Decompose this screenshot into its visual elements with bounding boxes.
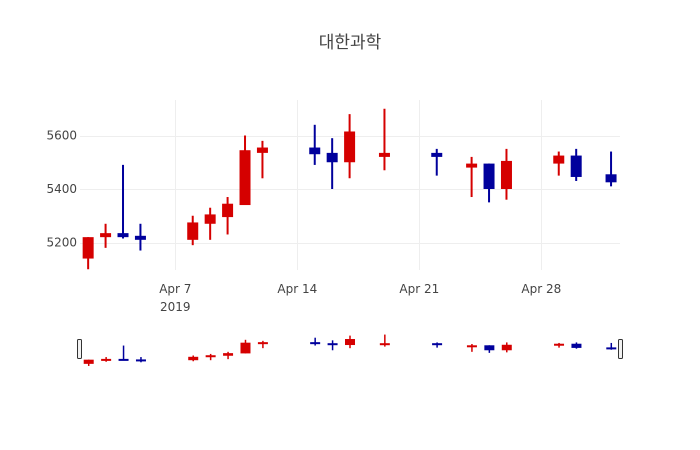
candle-decreasing[interactable] [431, 148, 443, 176]
candle-increasing[interactable] [466, 156, 478, 198]
candle-increasing[interactable] [500, 148, 512, 200]
range-slider-candle [466, 343, 477, 352]
y-tick-label: 5400 [46, 182, 77, 196]
range-slider-candle [310, 337, 321, 346]
range-slider-candle [571, 342, 582, 349]
range-slider-candle [205, 353, 216, 361]
candle-increasing[interactable] [100, 223, 112, 248]
range-slider-candle [240, 339, 251, 354]
range-slider-candle [501, 342, 512, 353]
range-slider-candle [188, 355, 199, 362]
range-slider-candle [223, 351, 234, 360]
range-slider-left-handle[interactable] [77, 339, 82, 359]
candle-increasing[interactable] [378, 108, 390, 171]
chart-title: 대한과학 [319, 33, 382, 53]
candle-decreasing[interactable] [570, 148, 582, 181]
candle-increasing[interactable] [553, 151, 565, 176]
range-slider-candle [135, 357, 146, 363]
candle-decreasing[interactable] [117, 164, 129, 239]
candles [82, 108, 617, 270]
x-tick-label: Apr 7 [159, 282, 191, 296]
range-slider-candle [345, 335, 355, 349]
y-tick-label: 5200 [46, 236, 77, 250]
candle-increasing[interactable] [239, 135, 251, 206]
candle-increasing[interactable] [204, 207, 216, 240]
candle-decreasing[interactable] [326, 138, 338, 189]
range-slider-candles [83, 334, 617, 366]
range-slider-right-handle[interactable] [618, 339, 623, 359]
range-slider-candle [101, 357, 112, 362]
candle-decreasing[interactable] [309, 124, 321, 165]
x-tick-label: Apr 28 [521, 282, 561, 296]
range-slider-candle [484, 345, 495, 353]
candle-increasing[interactable] [222, 197, 234, 235]
candle-decreasing[interactable] [483, 163, 495, 203]
candle-increasing[interactable] [344, 114, 356, 179]
range-slider-candle [118, 345, 129, 361]
candle-increasing[interactable] [82, 237, 94, 270]
candle-decreasing[interactable] [134, 223, 146, 251]
candle-increasing[interactable] [256, 140, 268, 179]
candle-decreasing[interactable] [605, 151, 617, 187]
y-axis: 5200 5400 5600 [46, 129, 77, 250]
y-tick-label: 5600 [46, 129, 77, 143]
range-slider-candle [327, 340, 338, 351]
range-slider-candle [257, 340, 268, 349]
range-slider-candle [554, 342, 565, 348]
x-tick-label: Apr 14 [277, 282, 317, 296]
range-slider-candle [379, 334, 390, 347]
range-slider-candle [606, 342, 617, 350]
x-axis: Apr 7 2019 Apr 14 Apr 21 Apr 28 [159, 282, 561, 314]
candle-increasing[interactable] [187, 215, 199, 246]
x-tick-label: Apr 21 [399, 282, 439, 296]
range-slider-candle [432, 342, 443, 348]
range-slider[interactable] [77, 330, 623, 370]
x-tick-year-label: 2019 [160, 300, 191, 314]
range-slider-candle [83, 359, 94, 366]
